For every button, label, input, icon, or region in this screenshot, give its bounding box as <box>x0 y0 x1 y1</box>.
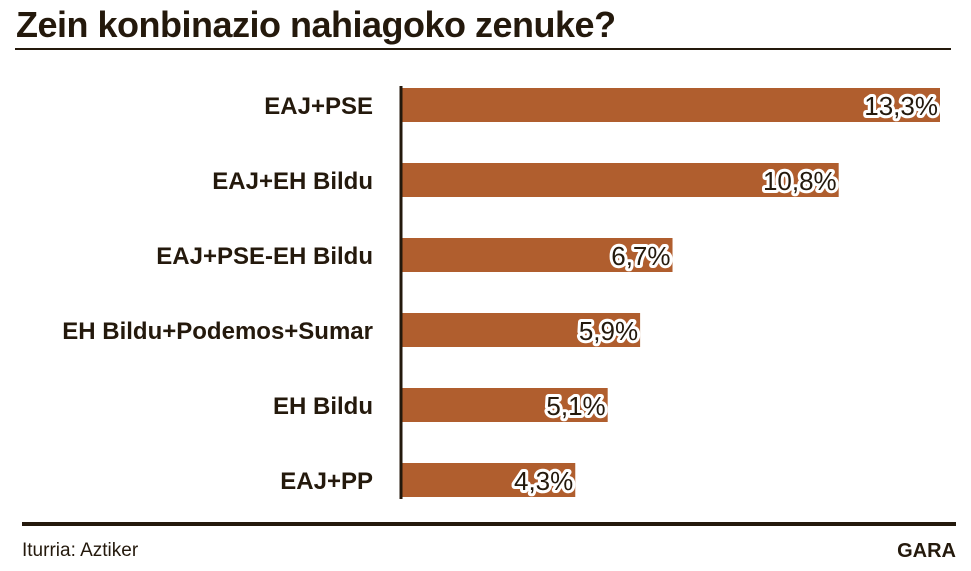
bar <box>401 388 608 422</box>
bar <box>401 163 839 197</box>
title-divider <box>15 48 951 50</box>
bar <box>401 238 673 272</box>
category-label: EAJ+EH Bildu <box>212 168 373 195</box>
value-label: 5,9% <box>579 316 638 346</box>
category-label: EAJ+PSE <box>264 93 373 120</box>
source-note: Iturria: Aztiker <box>22 540 139 561</box>
value-label: 10,8% <box>763 166 837 196</box>
category-label: EAJ+PSE-EH Bildu <box>156 243 373 270</box>
chart-title: Zein konbinazio nahiagoko zenuke? <box>16 4 616 45</box>
value-label: 4,3% <box>514 466 573 496</box>
brand-logo: GARA <box>897 540 956 562</box>
category-label: EH Bildu <box>273 393 373 420</box>
bar <box>401 463 576 497</box>
bar <box>401 88 940 122</box>
category-label: EAJ+PP <box>280 468 373 495</box>
value-label: 13,3% <box>864 91 938 121</box>
bar <box>401 313 641 347</box>
footer-divider <box>22 522 956 526</box>
value-label: 6,7% <box>611 241 670 271</box>
category-label: EH Bildu+Podemos+Sumar <box>62 318 373 345</box>
value-label: 5,1% <box>546 391 605 421</box>
